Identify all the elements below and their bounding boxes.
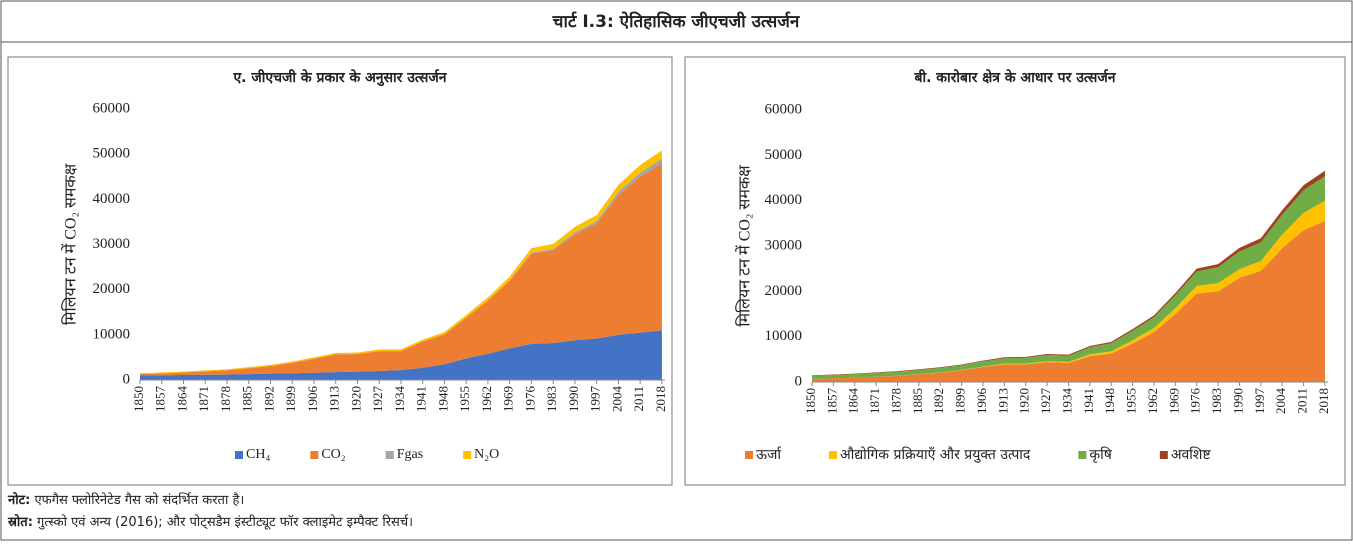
- legend-swatch: [1078, 451, 1087, 459]
- y-tick-label: 60000: [765, 101, 803, 117]
- chart-title: बी. कारोबार क्षेत्र के आधार पर उत्सर्जन: [913, 69, 1116, 86]
- x-tick-label: 1871: [867, 388, 882, 414]
- area: [140, 163, 662, 376]
- legend-swatch: [829, 451, 838, 459]
- source-text: गुत्स्को एवं अन्य (2016); और पोट्सडैम इं…: [37, 514, 413, 530]
- x-tick-label: 1850: [803, 388, 818, 414]
- x-tick-label: 1948: [1102, 388, 1117, 414]
- x-tick-label: 1976: [522, 386, 537, 413]
- y-tick-label: 50000: [765, 147, 803, 163]
- legend-label: Fgas: [397, 447, 423, 462]
- x-tick-label: 1913: [995, 388, 1010, 414]
- legend-label: ऊर्जा: [756, 446, 782, 463]
- x-tick-label: 1962: [479, 386, 494, 412]
- x-tick-label: 1948: [435, 386, 450, 412]
- x-tick-label: 2004: [609, 386, 624, 413]
- legend-swatch: [463, 451, 472, 459]
- x-tick-label: 1899: [283, 386, 298, 412]
- x-tick-label: 1983: [544, 386, 559, 412]
- x-tick-label: 1976: [1188, 388, 1203, 415]
- area: [812, 176, 1325, 379]
- legend-swatch: [1159, 451, 1168, 459]
- chart-title: ए. जीएचजी के प्रकार के अनुसार उत्सर्जन: [232, 69, 447, 87]
- y-axis-label: मिलियन टन में CO₂ समकक्ष: [61, 163, 80, 325]
- x-tick-label: 2004: [1273, 388, 1288, 415]
- x-tick-label: 1955: [1124, 388, 1139, 414]
- x-tick-label: 1871: [196, 386, 211, 412]
- x-tick-label: 1878: [218, 386, 233, 412]
- y-tick-label: 10000: [93, 326, 131, 342]
- x-tick-label: 1927: [1038, 388, 1053, 415]
- x-tick-label: 2011: [1295, 388, 1310, 414]
- x-tick-label: 1885: [910, 388, 925, 414]
- x-tick-label: 1920: [348, 386, 363, 412]
- legend-label: अवशिष्ट: [1171, 446, 1212, 463]
- legend-swatch: [745, 451, 753, 459]
- y-tick-label: 20000: [93, 281, 131, 297]
- x-tick-label: 1864: [174, 386, 189, 413]
- source-label: स्रोत:: [7, 514, 33, 530]
- x-tick-label: 1955: [457, 386, 472, 412]
- legend-label: CO₂: [321, 447, 345, 462]
- x-tick-label: 1864: [846, 388, 861, 415]
- x-tick-label: 1962: [1145, 388, 1160, 414]
- x-tick-label: 1934: [392, 386, 407, 413]
- note-label: नोट:: [7, 492, 30, 508]
- legend-label: CH₄: [246, 447, 270, 462]
- x-tick-label: 1920: [1017, 388, 1032, 414]
- y-axis-label: मिलियन टन में CO₂ समकक्ष: [735, 165, 754, 327]
- x-tick-label: 1983: [1209, 388, 1224, 414]
- panel-border: [684, 56, 1346, 486]
- y-tick-label: 0: [795, 373, 803, 389]
- y-tick-label: 40000: [93, 191, 131, 207]
- legend-swatch: [310, 451, 319, 459]
- x-tick-label: 1941: [414, 386, 429, 412]
- x-tick-label: 1906: [305, 386, 320, 413]
- x-tick-label: 1885: [240, 386, 255, 412]
- x-tick-label: 1997: [588, 386, 603, 413]
- legend-label: कृषि: [1089, 446, 1112, 463]
- x-tick-label: 2018: [1316, 388, 1331, 414]
- x-tick-label: 1990: [1230, 388, 1245, 414]
- source: स्रोत: गुत्स्को एवं अन्य (2016); और पोट्…: [7, 514, 413, 530]
- y-tick-label: 20000: [765, 283, 803, 299]
- legend-swatch: [385, 451, 394, 459]
- x-tick-label: 1892: [931, 388, 946, 414]
- x-tick-label: 1969: [1166, 388, 1181, 414]
- x-tick-label: 1878: [888, 388, 903, 414]
- y-tick-label: 30000: [93, 236, 131, 252]
- y-tick-label: 10000: [765, 328, 803, 344]
- x-tick-label: 1941: [1081, 388, 1096, 414]
- y-tick-label: 50000: [93, 146, 131, 162]
- x-tick-label: 1906: [974, 388, 989, 415]
- y-tick-label: 60000: [93, 100, 131, 116]
- legend-label: N₂O: [474, 447, 499, 462]
- note-text: एफगैस फ्लोरिनेटेड गैस को संदर्भित करता ह…: [34, 492, 244, 508]
- x-tick-label: 1857: [824, 388, 839, 415]
- x-tick-label: 1997: [1252, 388, 1267, 415]
- legend-swatch: [235, 451, 243, 459]
- y-tick-label: 30000: [765, 237, 803, 253]
- legend-label: औद्योगिक प्रक्रियाएँ और प्रयुक्त उत्पाद: [840, 446, 1031, 463]
- area: [140, 330, 662, 380]
- x-tick-label: 1969: [501, 386, 516, 412]
- x-tick-label: 1990: [566, 386, 581, 412]
- y-tick-label: 40000: [765, 192, 803, 208]
- x-tick-label: 1899: [953, 388, 968, 414]
- area: [812, 221, 1325, 382]
- x-tick-label: 1850: [131, 386, 146, 412]
- note: नोट: एफगैस फ्लोरिनेटेड गैस को संदर्भित क…: [7, 492, 244, 508]
- x-tick-label: 1857: [153, 386, 168, 413]
- y-tick-label: 0: [123, 371, 131, 387]
- panel-border: [7, 56, 673, 486]
- x-tick-label: 2011: [631, 386, 646, 412]
- x-tick-label: 1913: [327, 386, 342, 412]
- x-tick-label: 1927: [370, 386, 385, 413]
- x-tick-label: 1934: [1059, 388, 1074, 415]
- x-tick-label: 2018: [653, 386, 668, 412]
- x-tick-label: 1892: [261, 386, 276, 412]
- page-title: चार्ट I.3: ऐतिहासिक जीएचजी उत्सर्जन: [552, 11, 800, 32]
